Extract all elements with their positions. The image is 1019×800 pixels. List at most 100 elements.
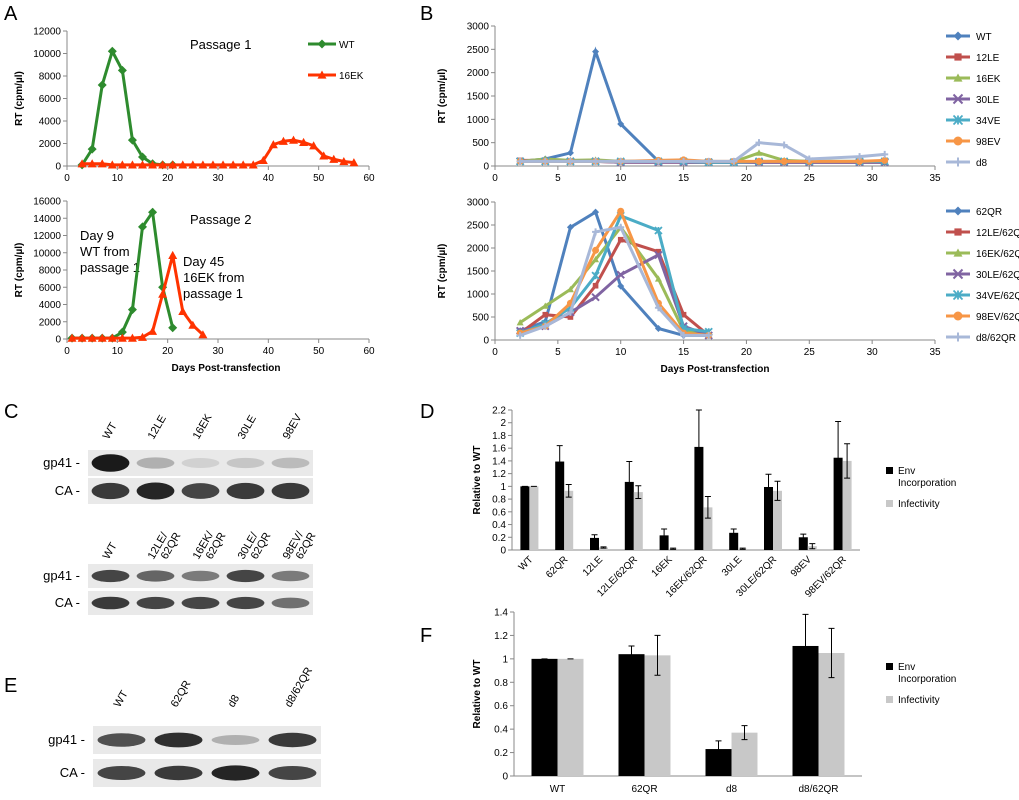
error-bar — [802, 613, 809, 679]
data-point — [97, 333, 107, 342]
data-point — [566, 157, 574, 165]
data-point — [881, 150, 889, 158]
blot-band — [271, 482, 310, 500]
legend-marker — [317, 70, 327, 79]
bar-env — [531, 658, 558, 776]
x-tick-label: 50 — [313, 173, 325, 184]
y-tick-label: 6000 — [39, 94, 62, 105]
data-point — [258, 155, 268, 164]
x-tick-label: 15 — [678, 347, 690, 358]
x-tick-label: 25 — [804, 173, 816, 184]
blot-band — [268, 732, 317, 748]
x-tick-label: 50 — [313, 346, 325, 357]
data-point — [87, 333, 97, 342]
legend-marker — [953, 157, 963, 167]
blot-band — [181, 483, 220, 499]
data-point — [592, 157, 600, 165]
y-tick-label: 0 — [502, 772, 508, 783]
blot-band — [136, 570, 175, 582]
data-point — [268, 140, 278, 149]
y-tick-label: 1500 — [467, 267, 490, 278]
legend-marker — [952, 268, 964, 280]
error-bar — [670, 547, 677, 550]
data-point — [654, 226, 663, 235]
x-tick-label: 10 — [615, 347, 627, 358]
a-top-title: Passage 1 — [190, 37, 251, 52]
panel-letter-f: F — [420, 625, 432, 647]
data-point — [617, 157, 625, 165]
lane-label: WT — [112, 688, 131, 709]
y-tick-label: 8000 — [39, 72, 62, 83]
blot-band — [271, 570, 310, 582]
category-label: 30LE — [720, 554, 745, 579]
data-point — [566, 223, 574, 231]
data-point — [178, 160, 188, 169]
blot-band — [136, 457, 175, 469]
lane-label: 30LE — [236, 413, 259, 441]
data-point — [566, 285, 574, 293]
data-point — [655, 248, 662, 255]
blot-row-label: CA - — [60, 765, 85, 780]
legend-label: 98EV/62QR — [976, 312, 1019, 323]
error-bar — [591, 534, 598, 542]
blot-row-label: gp41 - — [43, 455, 80, 470]
blot-band — [181, 570, 220, 582]
category-label: 62QR — [544, 554, 570, 580]
legend-label: d8/62QR — [976, 333, 1016, 344]
panel-letter-b: B — [420, 3, 433, 25]
data-point — [680, 331, 688, 339]
legend-swatch — [886, 500, 893, 507]
data-point — [178, 306, 188, 315]
x-tick-label: 30 — [212, 346, 224, 357]
legend-marker — [953, 248, 963, 257]
series-d8/62QR — [516, 223, 713, 339]
data-point — [289, 135, 298, 144]
y-tick-label: 3000 — [467, 22, 490, 33]
data-point — [148, 207, 158, 217]
error-bar — [730, 528, 737, 538]
y-tick-label: 1000 — [467, 115, 490, 126]
blot-row-label: gp41 - — [43, 568, 80, 583]
error-bar — [626, 461, 633, 503]
data-point — [654, 250, 663, 260]
blot-band — [91, 569, 130, 583]
data-point — [117, 65, 127, 75]
y-axis-title: Relative to WT — [472, 446, 483, 515]
error-bar — [741, 725, 748, 741]
data-point — [329, 154, 339, 163]
bar-env — [798, 537, 808, 550]
data-point — [592, 228, 600, 236]
panel-letter-d: D — [420, 401, 434, 423]
y-tick-label: 2000 — [39, 139, 62, 150]
blot-band — [181, 458, 220, 468]
blot-band — [268, 766, 317, 780]
category-label: WT — [517, 554, 536, 573]
data-point — [168, 160, 178, 169]
data-point — [592, 208, 600, 216]
error-bar — [704, 496, 711, 519]
data-point — [349, 158, 359, 167]
bar-env — [590, 537, 599, 550]
y-tick-label: 1500 — [467, 92, 490, 103]
y-tick-label: 0 — [500, 546, 506, 557]
x-tick-label: 20 — [741, 347, 753, 358]
data-point — [705, 331, 713, 339]
legend-swatch — [886, 663, 893, 670]
x-tick-label: 5 — [555, 347, 561, 358]
y-axis-title: RT (cpm/µl) — [437, 244, 448, 299]
lane-label: WT — [101, 420, 120, 441]
x-tick-label: 30 — [212, 173, 224, 184]
data-point — [228, 160, 238, 169]
category-label: 98EV — [789, 554, 814, 579]
data-point — [654, 325, 662, 332]
data-point — [127, 333, 137, 342]
category-label: d8/62QR — [798, 784, 838, 795]
legend-label: WT — [339, 40, 355, 51]
data-point — [617, 236, 624, 243]
series-line — [520, 46, 885, 164]
blot-row-label: CA - — [55, 595, 80, 610]
y-tick-label: 1 — [502, 654, 508, 665]
error-bar — [600, 546, 607, 549]
legend-marker — [953, 136, 963, 146]
